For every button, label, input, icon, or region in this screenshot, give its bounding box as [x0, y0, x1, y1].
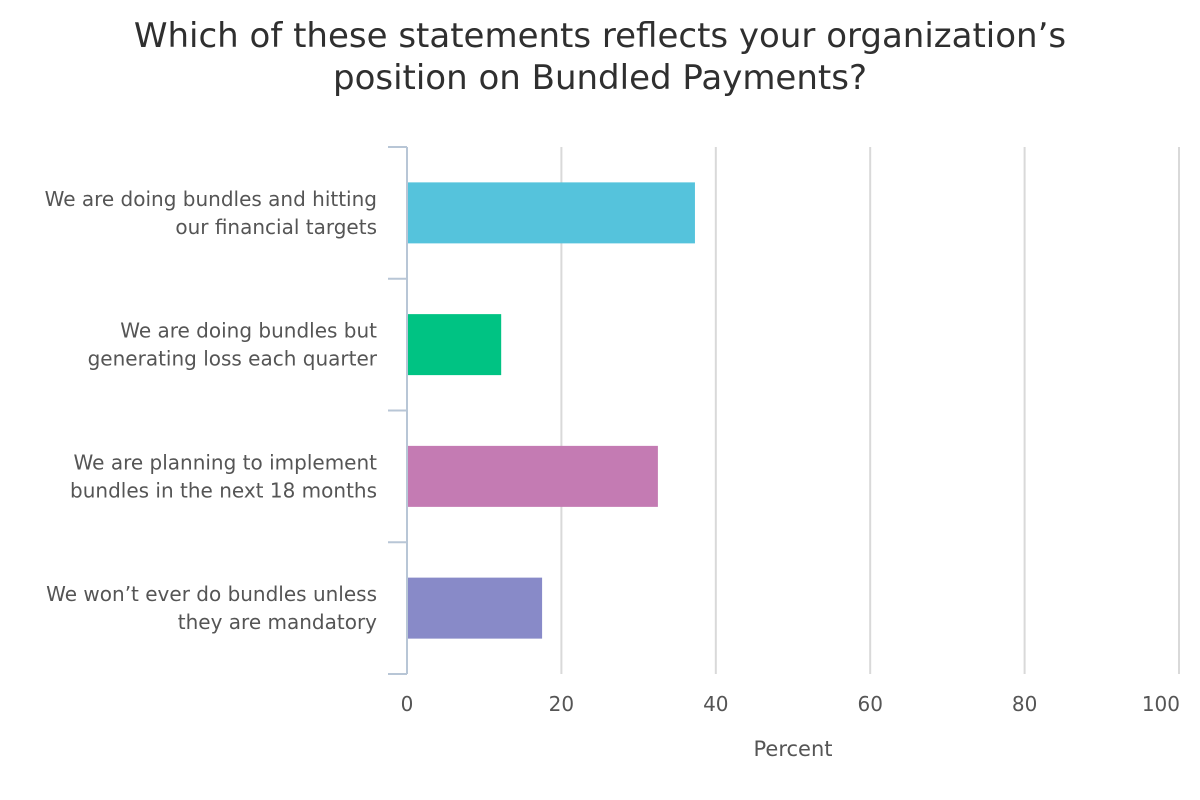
x-axis-tick-labels: 0 20 40 60 80 100 [401, 692, 1180, 716]
category-label: our financial targets [175, 215, 377, 239]
x-axis-title: Percent [753, 737, 832, 761]
category-label: We won’t ever do bundles unless [46, 582, 377, 606]
bar [407, 445, 658, 507]
category-label: they are mandatory [178, 610, 377, 634]
category-label: We are doing bundles but [120, 319, 377, 343]
chart-title-line: Which of these statements reflects your … [134, 16, 1066, 56]
chart-title: Which of these statements reflects your … [134, 16, 1066, 98]
category-label: generating loss each quarter [88, 347, 378, 371]
category-label: We are doing bundles and hitting [45, 187, 377, 211]
bar [407, 182, 695, 244]
x-tick-label: 80 [1012, 692, 1037, 716]
chart-title-line: position on Bundled Payments? [333, 58, 867, 98]
y-axis [388, 146, 408, 675]
gridlines [560, 147, 1180, 674]
category-label: bundles in the next 18 months [70, 478, 377, 502]
bar [407, 577, 543, 639]
bars [407, 182, 695, 639]
x-tick-label: 60 [857, 692, 882, 716]
bar [407, 314, 502, 376]
category-labels: We are doing bundles and hitting our fina… [45, 187, 378, 634]
x-tick-label: 40 [703, 692, 728, 716]
category-label: We are planning to implement [74, 450, 378, 474]
x-tick-label: 20 [549, 692, 574, 716]
x-tick-label: 0 [401, 692, 414, 716]
x-tick-label: 100 [1142, 692, 1180, 716]
